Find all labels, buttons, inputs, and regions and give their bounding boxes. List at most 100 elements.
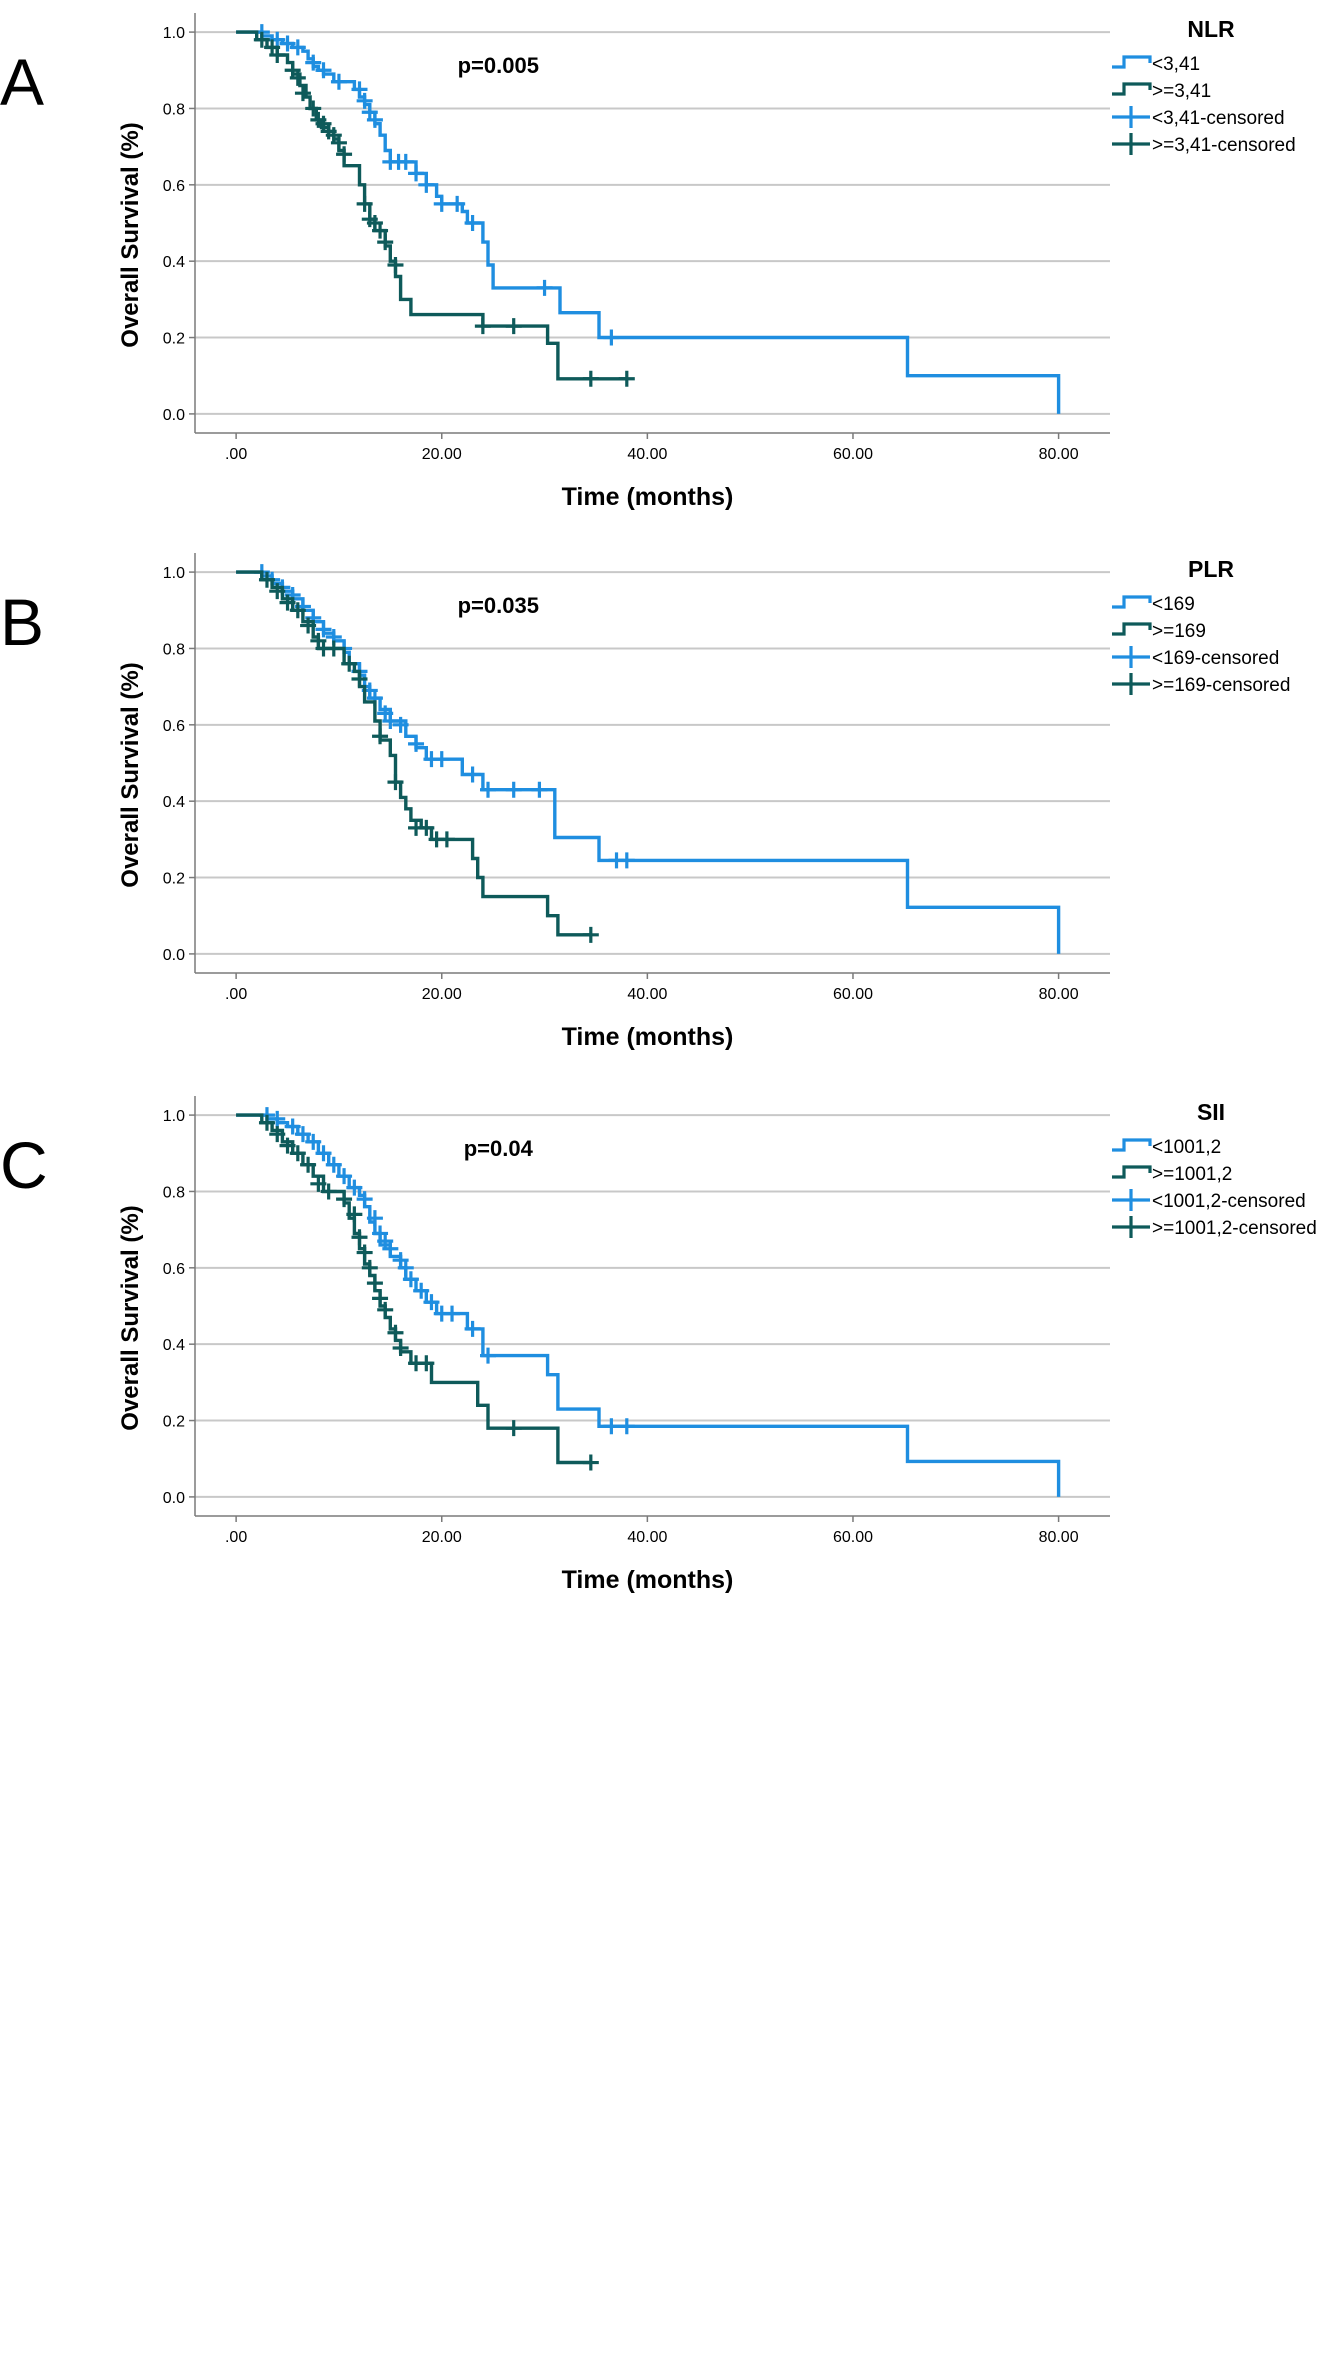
x-tick-label: .00 xyxy=(225,1529,247,1546)
censor-mark xyxy=(356,195,373,212)
censor-mark xyxy=(387,257,404,273)
p-value: p=0.035 xyxy=(458,593,539,618)
censor-mark xyxy=(402,1271,419,1288)
censor-mark xyxy=(284,1118,301,1135)
censor-mark xyxy=(315,621,332,638)
legend-label: <169 xyxy=(1152,594,1195,615)
legend-label: >=3,41 xyxy=(1152,81,1211,102)
censor-mark xyxy=(289,39,306,56)
censor-mark xyxy=(351,671,368,687)
censor-mark xyxy=(505,318,522,335)
censor-mark xyxy=(582,1454,599,1471)
legend-label: >=1001,2-censored xyxy=(1152,1218,1317,1239)
panel-c: C 0.0 0.2 0.4 0.6 0.8 1.0 .00 20.00 40.00 60.00 80.… xyxy=(0,1096,1317,1594)
survival-curve-high xyxy=(236,570,591,937)
censor-mark xyxy=(269,1126,286,1143)
censor-mark xyxy=(392,1340,409,1356)
legend-censor-icon xyxy=(1112,133,1150,155)
x-tick-label: 20.00 xyxy=(422,1529,462,1546)
y-tick-label: 1.0 xyxy=(163,565,185,582)
censor-mark xyxy=(464,766,481,783)
censor-mark xyxy=(397,153,414,170)
legend-censor-icon xyxy=(1112,1189,1150,1211)
censor-mark xyxy=(258,571,275,588)
y-tick-label: 0.0 xyxy=(163,1490,185,1507)
x-tick-label: 80.00 xyxy=(1039,446,1079,463)
censor-mark xyxy=(377,234,394,251)
censor-mark xyxy=(505,1420,522,1437)
censor-mark xyxy=(377,1301,394,1318)
y-tick-label: 1.0 xyxy=(163,1108,185,1125)
y-tick-label: 0.6 xyxy=(163,178,185,195)
censor-mark xyxy=(418,176,435,193)
legend-title: PLR xyxy=(1188,556,1234,582)
censor-mark xyxy=(289,1145,306,1162)
censor-mark xyxy=(305,100,322,117)
censor-mark xyxy=(320,1183,337,1200)
legend-step-icon xyxy=(1112,1138,1152,1152)
x-tick-label: .00 xyxy=(225,446,247,463)
censor-mark xyxy=(305,54,322,71)
censor-mark xyxy=(315,62,332,79)
censor-mark xyxy=(366,111,383,128)
censor-mark xyxy=(433,751,450,768)
censor-mark xyxy=(356,1244,373,1261)
censor-mark xyxy=(387,1324,404,1341)
y-tick-label: 1.0 xyxy=(163,25,185,42)
censor-mark xyxy=(618,370,635,387)
y-tick-label: 0.4 xyxy=(163,1337,185,1354)
panel-a: A 0.0 0.2 0.4 0.6 0.8 1.0 .00 20.00 40.00 60.00 80.… xyxy=(0,13,1296,511)
censor-mark xyxy=(305,1133,322,1150)
x-tick-label: 40.00 xyxy=(627,1529,667,1546)
censor-mark xyxy=(582,370,599,387)
x-tick-label: 60.00 xyxy=(833,446,873,463)
censor-mark xyxy=(618,852,635,869)
censor-mark xyxy=(279,594,296,611)
x-axis-label: Time (months) xyxy=(562,483,734,511)
y-tick-label: 0.0 xyxy=(163,947,185,964)
censor-mark xyxy=(372,222,389,239)
censor-mark xyxy=(474,318,491,335)
censor-mark xyxy=(444,1305,461,1322)
censor-mark xyxy=(258,1114,275,1131)
x-tick-label: 80.00 xyxy=(1039,1529,1079,1546)
legend-label: >=3,41-censored xyxy=(1152,135,1296,156)
censor-mark xyxy=(464,215,481,231)
legend-label: >=169 xyxy=(1152,621,1206,642)
x-axis-label: Time (months) xyxy=(562,1023,734,1051)
censor-mark xyxy=(408,165,425,182)
censor-mark xyxy=(387,774,404,791)
y-axis-label: Overall Survival (%) xyxy=(117,662,144,887)
panel-letter: B xyxy=(0,585,44,659)
censor-mark xyxy=(372,728,389,745)
censor-mark xyxy=(315,1145,332,1162)
legend-step-icon xyxy=(1112,622,1152,636)
panel-letter: A xyxy=(0,45,44,119)
legend-label: >=1001,2 xyxy=(1152,1164,1232,1185)
censor-mark xyxy=(351,1229,368,1246)
censor-mark xyxy=(336,1168,353,1185)
y-tick-label: 0.2 xyxy=(163,331,185,348)
censor-mark xyxy=(423,1294,440,1311)
censor-mark xyxy=(418,819,435,836)
censor-mark xyxy=(289,69,306,86)
legend-censor-icon xyxy=(1112,106,1150,128)
censor-mark xyxy=(300,1156,317,1173)
y-tick-label: 0.4 xyxy=(163,794,185,811)
y-tick-label: 0.4 xyxy=(163,254,185,271)
p-value: p=0.005 xyxy=(458,53,539,78)
censor-mark xyxy=(346,1206,363,1223)
censor-mark xyxy=(294,85,311,102)
panel-letter: C xyxy=(0,1128,48,1202)
censor-mark xyxy=(279,35,296,52)
censor-mark xyxy=(464,1320,481,1337)
censor-mark xyxy=(536,279,553,296)
legend-title: SII xyxy=(1197,1099,1225,1125)
legend-step-icon xyxy=(1112,595,1152,609)
x-tick-label: 60.00 xyxy=(833,1529,873,1546)
x-tick-label: 60.00 xyxy=(833,986,873,1003)
censor-mark xyxy=(325,640,342,657)
censor-mark xyxy=(279,1137,296,1154)
y-axis-label: Overall Survival (%) xyxy=(117,122,144,347)
censor-mark xyxy=(618,1418,635,1435)
